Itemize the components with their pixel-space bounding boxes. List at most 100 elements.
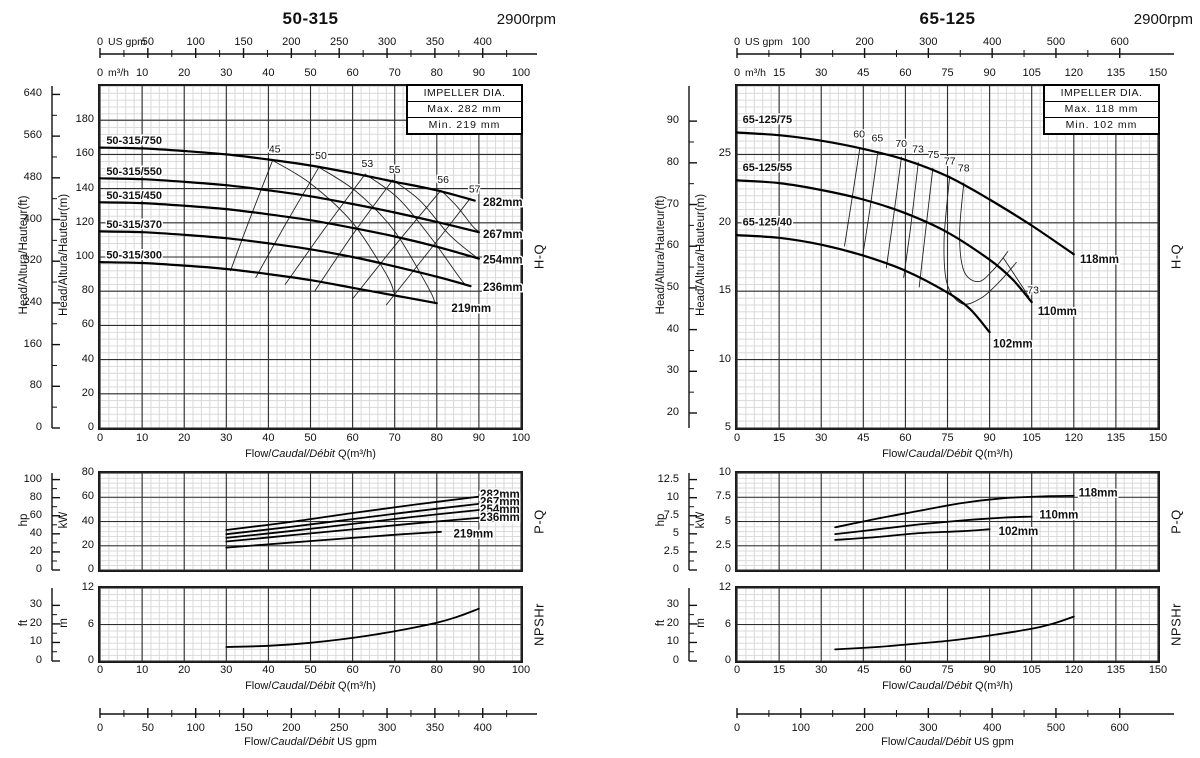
pq_right-hp-axis-tick-label: 0 xyxy=(672,563,679,575)
hq_left-ytick: 60 xyxy=(81,318,94,331)
curve-236mm xyxy=(98,230,472,288)
top-m3h-tick-label: 105 xyxy=(1023,67,1041,79)
curve-name-label: 50-315/300 xyxy=(106,250,162,262)
efficiency-label: 77 xyxy=(944,156,956,168)
npsh_right-section-label: NPSHr xyxy=(1168,602,1184,646)
efficiency-label: 60 xyxy=(853,128,865,140)
top-gpm-axis-tick-label: 50 xyxy=(142,36,154,48)
efficiency-line xyxy=(943,175,1017,305)
hq_right-ytick: 15 xyxy=(718,284,731,297)
pq_left-hp-axis-tick-label: 0 xyxy=(35,563,42,575)
curve-name-label: 65-125/40 xyxy=(743,217,793,229)
hq_right-xtick: 0 xyxy=(733,432,741,444)
npsh_left-xtick: 100 xyxy=(511,664,531,676)
efficiency-label: 56 xyxy=(437,174,449,186)
pq_right-hp-axis-tick-label: 7.5 xyxy=(663,508,679,521)
hq_left-xtick: 60 xyxy=(346,432,359,444)
top-m3h-tick-label: 80 xyxy=(431,67,443,79)
efficiency-line xyxy=(1003,257,1030,298)
hq_right-canvas: 65-125/75 118mm 65-125/55 110mm 65-125/40 102… xyxy=(735,86,1159,429)
bottom-gpm-caption: Flow/Caudal/Débit US gpm xyxy=(737,736,1158,748)
efficiency-label: 57 xyxy=(469,184,481,196)
top-gpm-axis-tick-label: 200 xyxy=(282,36,300,48)
npsh_left-xtick: 50 xyxy=(304,664,317,676)
npsh_right-xaxis-caption: Flow/Caudal/Débit Q(m³/h) xyxy=(737,680,1158,692)
pq_right-hp-axis-tick-label: 2.5 xyxy=(663,544,679,557)
impeller-dia-title: IMPELLER DIA. xyxy=(408,86,521,102)
pq_left-ytick: 0 xyxy=(87,563,94,575)
top-m3h-tick-label: 30 xyxy=(815,67,827,79)
npsh_left-canvas xyxy=(99,587,522,662)
top-gpm-axis-tick-label: 300 xyxy=(378,36,396,48)
pq_left-hp-axis-tick-label: 80 xyxy=(29,490,42,503)
hq_right-xtick: 105 xyxy=(1022,432,1041,444)
hq_left-ytick: 100 xyxy=(75,250,94,262)
hq_right-section-label: H-Q xyxy=(1168,243,1184,270)
efficiency-line xyxy=(352,189,442,300)
bottom-gpm-axis-tick-label: 0 xyxy=(734,722,740,734)
npsh_right-xtick: 60 xyxy=(899,664,912,676)
curve-267mm xyxy=(225,503,480,536)
pq_right-ytick: 0 xyxy=(724,563,731,575)
efficiency-line xyxy=(862,151,879,257)
impeller-dia-box: IMPELLER DIA. Max. 118 mm Min. 102 mm xyxy=(1043,84,1160,135)
hq_right-xtick: 60 xyxy=(899,432,912,444)
impeller-dia-min: Min. 102 mm xyxy=(1065,119,1138,131)
hq_left-xtick: 10 xyxy=(135,432,149,444)
npsh_right-ft-axis-tick-label: 0 xyxy=(672,654,679,666)
curve-254mm xyxy=(225,509,480,539)
pq_right-hp-axis-tick-label: 10 xyxy=(666,490,679,503)
hq_left-xtick: 100 xyxy=(511,432,531,444)
top-gpm-axis-tick-label: 300 xyxy=(919,36,937,48)
pq_left-ytick: 60 xyxy=(81,490,94,503)
top-m3h-tick-label: 90 xyxy=(983,67,995,79)
hq_left-ft-axis-tick-label: 560 xyxy=(23,129,42,142)
caption-part: Q(m³/h) xyxy=(334,448,376,460)
top-m3h-tick-label: 150 xyxy=(1149,67,1167,79)
npsh_right-xtick: 120 xyxy=(1064,664,1083,676)
top-gpm-axis-tick-label: 600 xyxy=(1111,36,1129,48)
pq_left-hp-axis-tick-label: 100 xyxy=(23,472,42,485)
npsh_right-ft-axis-tick-label: 20 xyxy=(666,616,679,629)
hq_left-xtick: 50 xyxy=(304,432,317,444)
efficiency-line xyxy=(230,159,274,272)
npsh_left-chart xyxy=(98,586,523,663)
pq_right-ytick: 10 xyxy=(718,466,731,478)
rpm-label: 2900rpm xyxy=(496,11,556,28)
top-m3h-tick-label: 0 xyxy=(97,67,103,79)
efficiency-label: 73 xyxy=(912,143,924,155)
pq_right-hp-axis-tick-label: 5 xyxy=(672,526,679,539)
efficiency-line xyxy=(844,147,861,247)
hq_left-xtick: 90 xyxy=(472,432,486,444)
efficiency-line xyxy=(440,189,480,233)
caption-part: Flow/ xyxy=(245,680,272,692)
hq_left-ft-axis-tick-label: 640 xyxy=(23,87,42,100)
hq_right-xtick: 15 xyxy=(772,432,786,444)
caption-part: Q(m³/h) xyxy=(334,680,376,692)
impeller-dia-label: 267mm xyxy=(483,229,523,241)
hq_right-xtick: 30 xyxy=(815,432,828,444)
curve-name-label: 65-125/55 xyxy=(743,162,793,174)
impeller-dia-label: 102mm xyxy=(999,526,1039,538)
impeller-dia-label: 254mm xyxy=(480,504,520,516)
hq_left-ytick: 120 xyxy=(75,215,94,228)
curve-NPSHr xyxy=(225,607,480,648)
hq_left-ytick: 20 xyxy=(81,386,94,399)
pq_right-chart: 118mm 110mm 102mm xyxy=(735,471,1160,572)
npsh_left-ft-axis-tick-label: 10 xyxy=(29,635,42,648)
npsh_left-section-label: NPSHr xyxy=(531,602,547,646)
pq_right-ytick: 2.5 xyxy=(715,538,731,551)
top-gpm-axis-tick-label: 150 xyxy=(234,36,252,48)
bottom-gpm-axis-tick-label: 500 xyxy=(1047,722,1065,734)
bottom-gpm-axis-tick-label: 100 xyxy=(187,722,205,734)
hq_right-ytick: 20 xyxy=(718,215,731,228)
hq_left-ft-axis-tick-label: 160 xyxy=(23,337,42,350)
top-m3h-tick-label: 60 xyxy=(899,67,911,79)
pq_left-ytick: 20 xyxy=(81,538,94,551)
npsh_left-xtick: 30 xyxy=(220,664,233,676)
curve-name-label: 50-315/370 xyxy=(106,219,162,231)
efficiency-line xyxy=(903,162,919,278)
curve-name-label: 50-315/750 xyxy=(106,135,162,147)
